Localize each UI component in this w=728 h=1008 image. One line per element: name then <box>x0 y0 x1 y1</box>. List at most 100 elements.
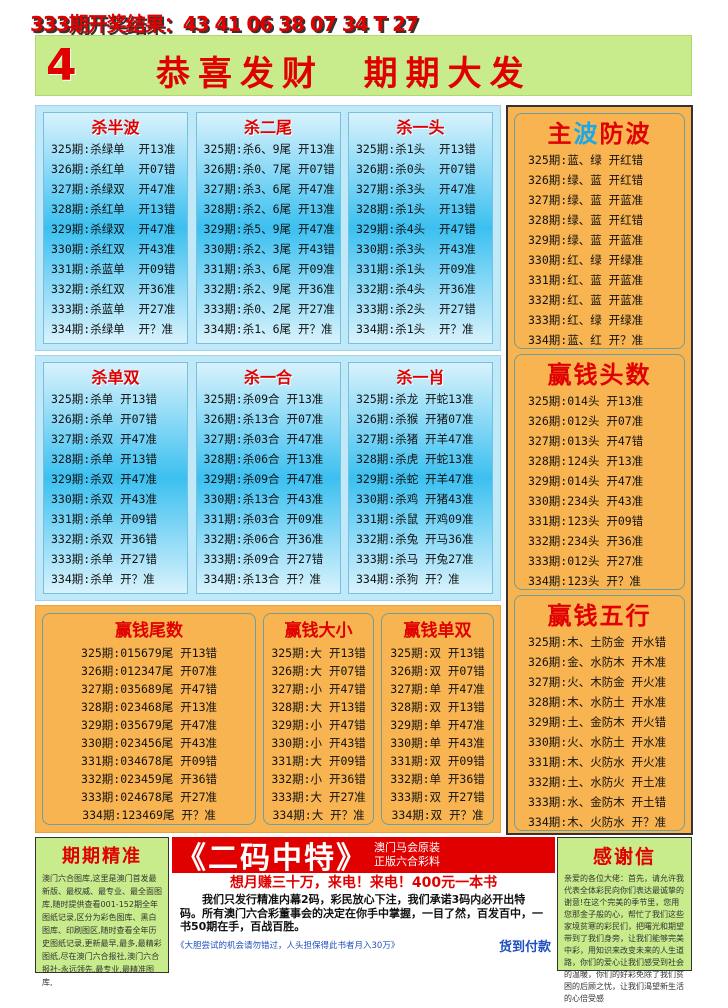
prediction-row: 325期:杀6、9尾 开13准 <box>203 142 335 156</box>
prediction-row: 331期:杀蓝单 开09错 <box>51 262 176 276</box>
prediction-row: 329期:土、金防木 开火错 <box>528 715 667 729</box>
prediction-row: 327期:杀03合 开47准 <box>203 432 324 446</box>
prediction-row: 326期:杀0头 开07错 <box>356 162 476 176</box>
prediction-row: 331期:034678尾 开09错 <box>81 754 218 768</box>
prediction-row: 333期:杀蓝单 开27准 <box>51 302 176 316</box>
prediction-row: 332期:红、蓝 开蓝准 <box>528 293 644 307</box>
panel-title: 赢钱单双 <box>403 621 472 641</box>
prediction-row: 332期:土、水防火 开土准 <box>528 775 667 789</box>
prediction-row: 328期:杀2、6尾 开13准 <box>203 202 335 216</box>
prediction-row: 330期:小 开43错 <box>271 736 366 750</box>
thanks-title: 感谢信 <box>592 846 656 868</box>
prediction-row: 333期:水、金防木 开土错 <box>528 795 667 809</box>
prediction-row: 327期:035689尾 开47错 <box>81 682 218 696</box>
prediction-row: 328期:杀1头 开13错 <box>356 202 476 216</box>
prediction-row: 328期:023468尾 开13准 <box>81 700 218 714</box>
prediction-row: 326期:012头 开07准 <box>528 414 644 428</box>
prediction-row: 328期:杀红单 开13错 <box>51 202 176 216</box>
promo-left-text: 澳门六合图库,这里是澳门首发最新版、最权威、最专业、最全面图库,随时提供查看00… <box>42 874 162 987</box>
prediction-row: 329期:杀绿双 开47准 <box>51 222 176 236</box>
issue-number: 4 <box>46 40 77 91</box>
prediction-row: 331期:杀1头 开09准 <box>356 262 476 276</box>
prediction-row: 329期:035679尾 开47准 <box>81 718 218 732</box>
prediction-row: 331期:木、火防水 开火准 <box>528 755 667 769</box>
panel-title: 赢钱五行 <box>547 602 652 630</box>
prediction-row: 325期:杀1头 开13错 <box>356 142 476 156</box>
prediction-panel: 赢钱五行 325期:木、土防金 开水错 326期:金、水防木 开木准 327期:火、木… <box>514 595 685 831</box>
prediction-row: 334期:123469尾 开？准 <box>82 808 216 822</box>
prediction-row: 326期:杀0、7尾 开07错 <box>203 162 335 176</box>
prediction-row: 326期:杀红单 开07错 <box>51 162 176 176</box>
ad-title: 《二码中特》 <box>176 841 368 876</box>
prediction-row: 330期:杀2、3尾 开43错 <box>203 242 335 256</box>
prediction-row: 327期:杀双 开47准 <box>51 432 157 446</box>
prediction-row: 333期:杀0、2尾 开27准 <box>203 302 335 316</box>
prediction-panel: 杀一合 325期:杀09合 开13准 326期:杀13合 开07准 327期:杀03合… <box>195 362 341 594</box>
prediction-row: 325期:木、土防金 开水错 <box>528 635 667 649</box>
prediction-row: 327期:杀绿双 开47准 <box>51 182 176 196</box>
prediction-panel: 赢钱头数 325期:014头 开13准 326期:012头 开07准 327期:013… <box>514 354 685 590</box>
prediction-row: 325期:蓝、绿 开红错 <box>528 153 644 167</box>
prediction-row: 326期:金、水防木 开木准 <box>528 655 667 669</box>
prediction-row: 328期:木、水防土 开水准 <box>528 695 667 709</box>
prediction-row: 333期:杀09合 开27错 <box>203 552 324 566</box>
prediction-row: 330期:火、水防土 开水准 <box>528 735 667 749</box>
prediction-row: 329期:杀5、9尾 开47准 <box>203 222 335 236</box>
prediction-row: 331期:杀03合 开09准 <box>203 512 324 526</box>
prediction-row: 334期:杀1、6尾 开？准 <box>203 322 333 336</box>
orange-section: 赢钱尾数 325期:015679尾 开13错 326期:012347尾 开07准 32… <box>35 605 501 833</box>
panel-title: 赢钱大小 <box>284 621 353 641</box>
prediction-row: 332期:杀红双 开36准 <box>51 282 176 296</box>
prediction-row: 325期:杀龙 开蛇13准 <box>356 392 474 406</box>
prediction-row: 329期:杀09合 开47准 <box>203 472 324 486</box>
prediction-row: 330期:红、绿 开绿准 <box>528 253 644 267</box>
prediction-row: 329期:杀双 开47准 <box>51 472 157 486</box>
ad-subtitle: 想月赚三十万，来电！来电！400元一本书 <box>229 875 498 891</box>
prediction-row: 326期:012347尾 开07准 <box>81 664 218 678</box>
prediction-row: 329期:单 开47准 <box>390 718 485 732</box>
prediction-row: 334期:123头 开？准 <box>528 574 641 588</box>
panel-title: 杀一肖 <box>396 368 445 387</box>
panel-title: 杀半波 <box>91 118 140 137</box>
prediction-row: 327期:013头 开47错 <box>528 434 644 448</box>
cash-on-delivery: 货到付款 <box>498 939 551 955</box>
slogan: 恭喜发财 期期大发 <box>156 54 532 94</box>
prediction-row: 327期:杀猪 开羊47准 <box>356 432 474 446</box>
prediction-row: 329期:小 开47错 <box>271 718 366 732</box>
prediction-row: 328期:大 开13错 <box>271 700 366 714</box>
prediction-row: 326期:双 开07错 <box>390 664 485 678</box>
prediction-row: 330期:023456尾 开43准 <box>81 736 218 750</box>
prediction-row: 331期:双 开09错 <box>390 754 485 768</box>
prediction-row: 330期:杀13合 开43准 <box>203 492 324 506</box>
panel-title: 杀一合 <box>243 368 292 387</box>
prediction-row: 334期:杀单 开？准 <box>51 572 155 586</box>
prediction-row: 330期:杀双 开43准 <box>51 492 157 506</box>
prediction-row: 327期:火、木防金 开火准 <box>528 675 667 689</box>
prediction-row: 330期:杀红双 开43准 <box>51 242 176 256</box>
prediction-row: 330期:杀鸡 开猪43准 <box>356 492 474 506</box>
right-column: 主波防波 325期:蓝、绿 开红错 326期:绿、蓝 开红错 327期:绿、蓝 开蓝准… <box>506 105 693 835</box>
prediction-row: 325期:杀09合 开13准 <box>203 392 324 406</box>
prediction-row: 333期:杀马 开兔27准 <box>356 552 474 566</box>
prediction-row: 332期:023459尾 开36错 <box>81 772 218 786</box>
draw-result-headline: 333期开奖结果：43 41 06 38 07 34 T 27 <box>30 12 419 36</box>
panel-title: 杀二尾 <box>243 118 292 137</box>
prediction-row: 328期:124头 开13准 <box>528 454 644 468</box>
panel-title: 主波防波 <box>515 118 684 150</box>
prediction-row: 330期:单 开43准 <box>390 736 485 750</box>
prediction-row: 325期:014头 开13准 <box>528 394 644 408</box>
prediction-row: 326期:杀猴 开猪07准 <box>356 412 474 426</box>
prediction-row: 327期:单 开47准 <box>390 682 485 696</box>
prediction-row: 332期:小 开36错 <box>271 772 366 786</box>
prediction-row: 331期:123头 开09错 <box>528 514 644 528</box>
blue-section-top: 杀半波 325期:杀绿单 开13准 326期:杀红单 开07错 327期:杀绿双 开4… <box>35 105 501 351</box>
panel-title-part: 波 <box>573 120 600 148</box>
panel-title: 赢钱尾数 <box>115 621 184 641</box>
prediction-row: 334期:蓝、红 开？准 <box>528 333 644 347</box>
prediction-row: 325期:大 开13错 <box>271 646 366 660</box>
thanks-letter-box: 感谢信 亲爱的各位大佬：首先，请允许我代表全体彩民向你们表达最诚挚的谢意!在这个… <box>557 837 692 1003</box>
panel-title: 赢钱头数 <box>547 361 652 389</box>
prediction-row: 327期:小 开47错 <box>271 682 366 696</box>
prediction-row: 332期:杀4头 开36准 <box>356 282 476 296</box>
promo-left-title: 期期精准 <box>62 846 142 867</box>
